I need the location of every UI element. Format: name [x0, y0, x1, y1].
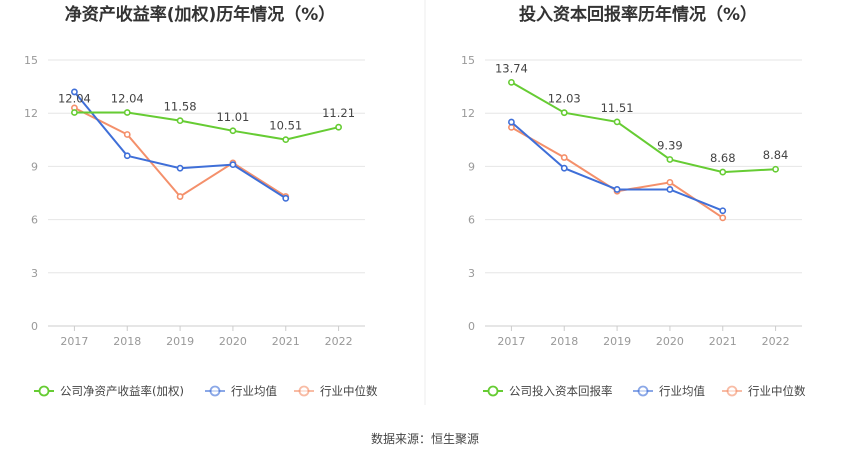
data-label: 11.21	[322, 106, 355, 120]
legend-label: 行业中位数	[320, 384, 378, 398]
legend-marker	[487, 385, 499, 397]
data-label: 11.51	[601, 101, 634, 115]
x-tick-label: 2021	[709, 335, 737, 348]
legend-item: 行业均值	[633, 384, 705, 398]
y-tick-label: 12	[461, 107, 475, 120]
data-label: 12.03	[548, 92, 581, 106]
chart-title: 净资产收益率(加权)历年情况（%）	[65, 4, 336, 25]
y-tick-label: 15	[24, 54, 38, 67]
legend-label: 公司投入资本回报率	[509, 384, 613, 398]
data-point	[508, 118, 515, 126]
legend-marker	[38, 385, 50, 397]
x-tick-label: 2018	[113, 335, 141, 348]
data-point	[560, 164, 568, 172]
series-line	[510, 81, 776, 174]
data-point	[123, 131, 131, 138]
legend-label: 行业均值	[659, 384, 705, 398]
x-tick-label: 2020	[656, 335, 684, 348]
x-tick-label: 2017	[497, 335, 525, 348]
legend-item: 行业均值	[205, 384, 277, 398]
data-label: 10.51	[269, 119, 302, 133]
data-label: 8.84	[763, 148, 789, 162]
data-label: 11.01	[216, 110, 249, 124]
data-point	[71, 88, 78, 96]
data-point	[666, 178, 674, 186]
chart-title: 投入资本回报率历年情况（%）	[519, 4, 757, 25]
legend-marker	[209, 385, 221, 397]
data-point	[613, 118, 621, 126]
data-label: 9.39	[657, 138, 683, 152]
legend-item: 行业中位数	[722, 384, 806, 398]
y-tick-label: 12	[24, 107, 38, 120]
y-tick-label: 6	[468, 214, 475, 227]
data-source-text: 数据来源：恒生聚源	[371, 431, 479, 446]
data-point	[176, 193, 184, 200]
data-point	[719, 207, 727, 215]
data-point	[282, 136, 290, 144]
data-point	[335, 123, 342, 131]
series-line	[74, 111, 339, 141]
legend-marker	[726, 385, 738, 397]
x-tick-label: 2019	[166, 335, 194, 348]
x-tick-label: 2021	[272, 335, 300, 348]
y-tick-label: 3	[31, 267, 38, 280]
y-tick-label: 15	[461, 54, 475, 67]
x-tick-label: 2017	[60, 335, 88, 348]
y-tick-label: 9	[468, 160, 475, 173]
data-point	[508, 78, 515, 86]
x-tick-label: 2019	[603, 335, 631, 348]
legend-item: 公司投入资本回报率	[483, 384, 613, 398]
x-tick-label: 2022	[325, 335, 353, 348]
legend-label: 行业均值	[231, 384, 277, 398]
data-label: 13.74	[495, 61, 528, 75]
data-label: 11.58	[164, 100, 197, 114]
roe-chart: 净资产收益率(加权)历年情况（%） 0 3 6 9 12 15 2017 2018 2019 202…	[24, 4, 378, 398]
y-tick-label: 9	[31, 160, 38, 173]
y-tick-label: 0	[31, 320, 38, 333]
data-point	[176, 164, 184, 172]
legend-item: 行业中位数	[294, 384, 378, 398]
data-point	[560, 109, 568, 117]
data-point	[282, 194, 290, 202]
data-label: 12.04	[111, 91, 144, 105]
data-point	[666, 156, 674, 163]
legend-marker	[298, 385, 310, 397]
data-point	[71, 109, 78, 116]
data-label: 8.68	[710, 151, 736, 165]
x-tick-label: 2018	[550, 335, 578, 348]
y-tick-label: 6	[31, 214, 38, 227]
x-tick-label: 2022	[762, 335, 790, 348]
data-point	[123, 152, 131, 160]
data-point	[123, 109, 131, 116]
y-tick-label: 0	[468, 320, 475, 333]
y-tick-label: 3	[468, 267, 475, 280]
data-point	[719, 214, 727, 222]
data-label: 12.04	[58, 91, 91, 105]
data-point	[508, 123, 515, 131]
x-tick-label: 2020	[219, 335, 247, 348]
legend-label: 公司净资产收益率(加权)	[60, 384, 184, 398]
data-point	[666, 186, 674, 193]
data-point	[613, 186, 621, 193]
data-point	[719, 168, 727, 176]
roic-chart: 投入资本回报率历年情况（%） 0 3 6 9 12 15 2017 2018 2019 2020 20…	[461, 4, 806, 398]
data-point	[176, 117, 184, 125]
data-point	[229, 161, 237, 169]
data-point	[229, 127, 237, 135]
data-point	[772, 165, 779, 173]
legend-label: 行业中位数	[748, 384, 806, 398]
data-point	[560, 154, 568, 161]
legend-marker	[637, 385, 649, 397]
legend-item: 公司净资产收益率(加权)	[34, 384, 184, 398]
